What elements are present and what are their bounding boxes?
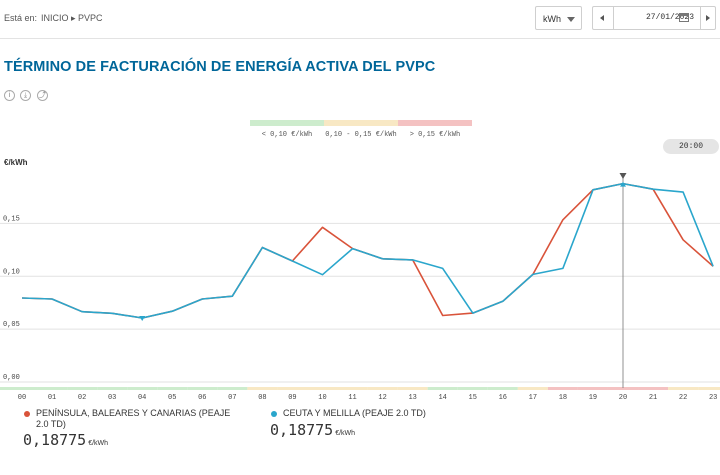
x-tick-label: 23 [709,394,717,402]
hour-band [187,387,218,390]
x-tick-labels: 00 01 02 03 04 05 06 07 08 09 10 11 12 13 14 15 16 17 18 19… [18,394,718,402]
hour-band [427,387,458,390]
x-tick-label: 06 [198,394,206,402]
series-value-peninsula: 0,18775 €/kWh [23,431,109,449]
min-marker [139,316,146,322]
x-tick-label: 03 [108,394,116,402]
legend-label-low: < 0,10 €/kWh [261,131,313,139]
y-tick-label: 0,15 [3,215,20,223]
series-value-ceuta: 0,18775 €/kWh [270,421,356,439]
hour-bands [0,387,720,390]
y-axis-label: €/kWh [4,158,28,167]
series-lines [21,182,714,319]
x-tick-label: 13 [408,394,416,402]
series-dot-ceuta [271,411,277,417]
calendar-icon[interactable] [679,13,689,22]
hour-band [607,387,639,390]
hour-band [67,387,98,390]
x-tick-label: 05 [168,394,176,402]
x-tick-label: 16 [499,394,507,402]
hour-band [217,387,248,390]
x-tick-label: 21 [649,394,657,402]
y-tick-label: 0,05 [3,321,20,329]
hour-band [367,387,398,390]
hour-band [577,387,608,390]
chart-grid: 0,00 0,05 0,10 0,15 [0,215,720,383]
max-marker [620,181,626,187]
legend-band-mid [324,120,398,126]
x-tick-label: 02 [78,394,86,402]
price-chart[interactable]: 0,00 0,05 0,10 0,15 00 01 02 03 04 05 06 07 08 09 10 1… [0,160,720,405]
hour-band [277,387,308,390]
x-tick-label: 20 [619,394,627,402]
x-tick-label: 04 [138,394,146,402]
page-title: TÉRMINO DE FACTURACIÓN DE ENERGÍA ACTIVA… [4,59,436,75]
legend-label-mid: 0,10 - 0,15 €/kWh [325,131,397,139]
series-dot-peninsula [24,411,30,417]
x-tick-label: 14 [438,394,446,402]
series-name-peninsula: PENÍNSULA, BALEARES Y CANARIAS (PEAJE 2.0… [36,408,231,429]
hour-band [247,387,278,390]
prev-day-button[interactable] [593,7,614,29]
info-icon[interactable]: i [4,90,15,101]
hour-band [97,387,128,390]
hour-band [397,387,428,390]
hour-band [157,387,188,390]
hour-band [307,387,338,390]
unit-select-value: kWh [543,14,561,24]
breadcrumb[interactable]: INICIO ▸ PVPC [41,13,103,23]
next-day-button[interactable] [700,7,715,29]
x-tick-label: 08 [258,394,266,402]
series-line-ceuta [21,182,714,319]
share-icon[interactable]: ⤴ [37,90,48,101]
x-tick-label: 01 [48,394,56,402]
download-icon[interactable]: ⤓ [20,90,31,101]
x-tick-label: 17 [529,394,537,402]
series-line-peninsula [21,182,714,319]
hour-band [638,387,669,390]
hour-band [127,387,158,390]
hour-band [698,387,720,390]
y-tick-label: 0,10 [3,268,20,276]
hour-band [457,387,488,390]
x-tick-label: 19 [589,394,597,402]
hour-band [517,387,548,390]
hour-band [37,387,68,390]
unit-select[interactable]: kWh [535,6,582,30]
selected-hour-marker [619,173,627,179]
chart-markers [139,173,627,388]
breadcrumb-label: Está en: [4,13,38,23]
y-tick-label: 0,00 [3,374,20,382]
legend-label-high: > 0,15 €/kWh [409,131,461,139]
series-name-ceuta: CEUTA Y MELILLA (PEAJE 2.0 TD) [283,408,426,418]
x-tick-label: 10 [318,394,326,402]
legend-band-low [250,120,324,126]
x-tick-label: 09 [288,394,296,402]
date-picker[interactable]: 27/01/2023 [592,6,716,30]
x-tick-label: 22 [679,394,687,402]
chevron-down-icon [567,17,575,22]
hour-band [487,387,518,390]
x-tick-label: 00 [18,394,26,402]
x-tick-label: 18 [559,394,567,402]
top-bar: Está en: INICIO ▸ PVPC kWh 27/01/2023 [0,0,720,39]
legend-band-high [398,120,472,126]
date-input[interactable]: 27/01/2023 [645,13,694,22]
x-tick-label: 11 [348,394,356,402]
hour-band [547,387,578,390]
x-tick-label: 07 [228,394,236,402]
x-tick-label: 15 [469,394,477,402]
hour-band [668,387,699,390]
hour-band [0,387,38,390]
hour-band [337,387,368,390]
selected-time-badge: 20:00 [663,139,719,154]
x-tick-label: 12 [378,394,386,402]
